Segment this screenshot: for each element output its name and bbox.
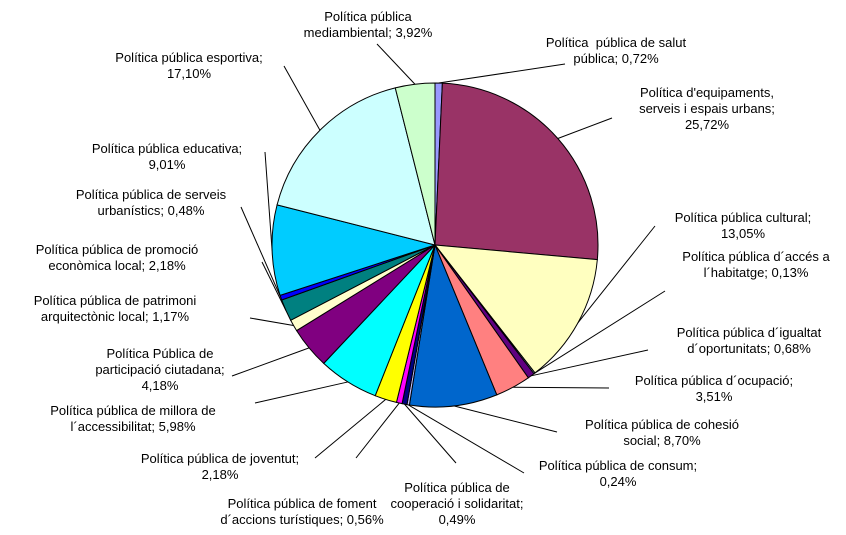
pie-slice [408, 243, 498, 408]
leader-line [531, 349, 649, 377]
slice-label-line: 4,18% [142, 378, 179, 393]
slice-label-line: 13,05% [721, 226, 766, 241]
slice-label-line: 2,18% [202, 467, 239, 482]
slice-label-line: Política Pública de [107, 346, 214, 361]
leader-line [264, 151, 273, 251]
slice-label-line: Política pública d´ocupació; [635, 373, 793, 388]
leader-line [404, 403, 457, 464]
slice-label-line: Política pública de patrimoni [34, 293, 197, 308]
slice-label: Política pública cultural; 13,05% [675, 210, 812, 241]
slice-label: Política pública d´igualtat d´oportunitat… [677, 325, 822, 356]
slice-label-line: Política pública de millora de [50, 403, 215, 418]
slice-label-line: Política d'equipaments, [640, 85, 774, 100]
slice-label: Política pública mediambiental; 3,92% [304, 9, 433, 40]
slice-label-line: Política pública de cohesió [585, 417, 739, 432]
slice-label-line: pública; 0,72% [573, 51, 659, 66]
slice-label-line: Política pública de salut [546, 35, 687, 50]
slice-label-line: Política pública de serveis [76, 187, 227, 202]
leader-lines [231, 43, 666, 474]
slice-label: Política pública esportiva; 17,10% [115, 50, 262, 81]
slice-label-line: l´habitatge; 0,13% [704, 265, 809, 280]
slice-label-line: 0,49% [439, 512, 476, 527]
slice-labels: Política pública de salut pública; 0,72%P… [34, 9, 831, 527]
slice-label-line: Política pública cultural; [675, 210, 812, 225]
slice-label-line: cooperació i solidaritat; [391, 496, 524, 511]
slice-label: Política pública de cooperació i solidari… [391, 480, 524, 527]
leader-line [557, 117, 613, 139]
slice-label: Política pública de millora de l´accessib… [50, 403, 215, 434]
pie-slice [433, 244, 598, 374]
slice-label-line: d´accions turístiques; 0,56% [220, 512, 384, 527]
slice-label: Política pública de consum; 0,24% [539, 458, 697, 489]
leader-line [314, 399, 387, 459]
slice-label-line: l´accessibilitat; 5,98% [71, 419, 196, 434]
slice-label-line: 0,24% [600, 474, 637, 489]
slice-label: Política pública educativa; 9,01% [92, 141, 242, 172]
slice-label: Política pública de promoció econòmica lo… [36, 242, 199, 273]
slice-label: Política pública de patrimoni arquitectòn… [34, 293, 197, 324]
slice-label-line: Política pública educativa; [92, 141, 242, 156]
slice-label-line: Política pública d´igualtat [677, 325, 822, 340]
leader-line [534, 290, 666, 374]
slice-label-line: Política pública d´accés a [682, 249, 830, 264]
leader-line [513, 386, 610, 389]
slice-label-line: arquitectònic local; 1,17% [41, 309, 190, 324]
slice-label: Política pública d´ocupació; 3,51% [635, 373, 793, 404]
leader-line [254, 381, 349, 404]
slice-label-line: 25,72% [685, 117, 730, 132]
slice-label-line: Política pública de consum; [539, 458, 697, 473]
slice-label-line: d´oportunitats; 0,68% [687, 341, 811, 356]
slice-label-line: Política pública de promoció [36, 242, 199, 257]
slice-label: Política pública de joventut; 2,18% [141, 451, 299, 482]
pie-slice [276, 87, 436, 246]
slice-label-line: social; 8,70% [623, 433, 701, 448]
slice-label: Política Pública de participació ciutadan… [95, 346, 224, 393]
slice-label-line: Política pública de joventut; [141, 451, 299, 466]
slice-label-line: 3,51% [696, 389, 733, 404]
slice-label: Política pública d´accés a l´habitatge; 0… [682, 249, 830, 280]
slice-label: Política pública de serveis urbanístics; … [76, 187, 227, 218]
slice-label: Política pública de salut pública; 0,72% [546, 35, 687, 66]
leader-line [240, 206, 282, 298]
pie-slice [434, 82, 599, 261]
leader-line [249, 317, 294, 326]
slice-label: Política pública de foment d´accions turí… [220, 496, 384, 527]
leader-line [376, 43, 416, 85]
leader-line [453, 405, 558, 433]
pie-slices [271, 82, 599, 408]
slice-label-line: Política pública esportiva; [115, 50, 262, 65]
leader-line [261, 261, 287, 311]
slice-label-line: 9,01% [149, 157, 186, 172]
slice-label-line: serveis i espais urbans; [639, 101, 775, 116]
slice-label-line: Política pública [324, 9, 412, 24]
slice-label-line: urbanístics; 0,48% [98, 203, 205, 218]
slice-label: Política pública de cohesió social; 8,70% [585, 417, 739, 448]
slice-label-line: econòmica local; 2,18% [48, 258, 186, 273]
leader-line [407, 404, 525, 474]
leader-line [355, 402, 400, 459]
slice-label-line: Política pública de [404, 480, 510, 495]
leader-line [231, 347, 310, 377]
leader-line [577, 225, 656, 324]
slice-label-line: 17,10% [167, 66, 212, 81]
leader-line [438, 63, 566, 84]
slice-label: Política d'equipaments, serveis i espais … [639, 85, 775, 132]
slice-label-line: participació ciutadana; [95, 362, 224, 377]
slice-label-line: Política pública de foment [228, 496, 377, 511]
leader-line [283, 65, 321, 131]
slice-label-line: mediambiental; 3,92% [304, 25, 433, 40]
